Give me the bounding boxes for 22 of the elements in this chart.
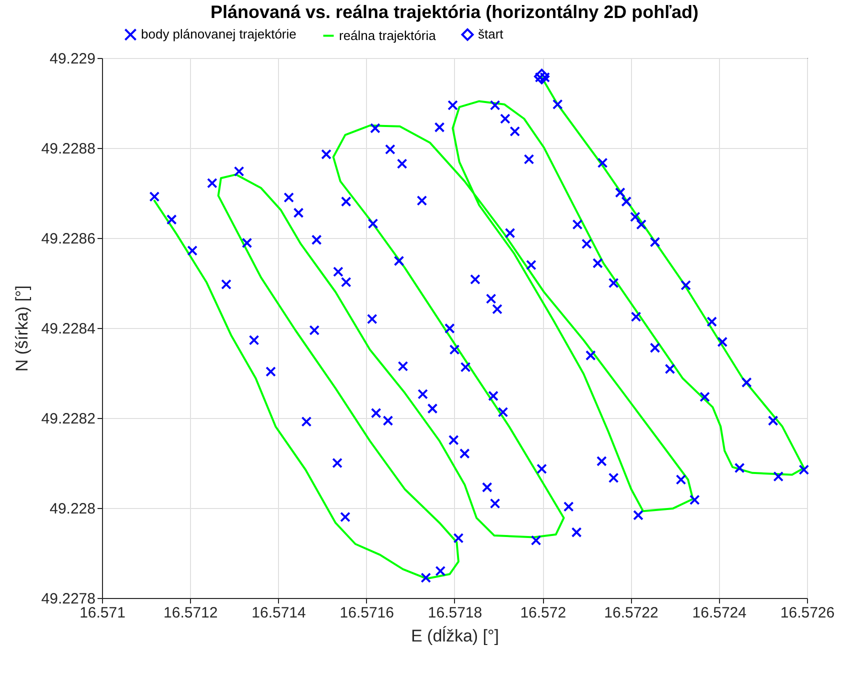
x-tick-label: 16.5726 [780,604,835,622]
x-axis-title: E (dĺžka) [°] [410,626,500,646]
y-tick-label: 49.2288 [41,140,96,158]
chart-title: Plánovaná vs. reálna trajektória (horizontálny 2D pohľad) [210,2,699,22]
y-tick-label: 49.229 [50,50,96,68]
y-tick-label: 49.228 [50,500,96,518]
y-axis-title: N (šírka) [°] [12,285,32,372]
y-tick-label: 49.2282 [41,410,96,428]
x-tick-label: 16.5714 [252,604,306,622]
x-tick-label: 16.5718 [428,604,482,622]
x-tick-label: 16.572 [520,604,566,622]
y-tick-label: 49.2286 [41,230,96,248]
legend-label: body plánovanej trajektórie [141,26,296,42]
x-tick-label: 16.5724 [692,604,746,622]
y-tick-label: 49.2284 [41,320,96,338]
x-tick-label: 16.5716 [340,604,394,622]
x-tick-label: 16.5712 [164,604,218,622]
legend-label: reálna trajektória [339,28,437,43]
x-tick-label: 16.5722 [604,604,658,622]
legend-label: štart [478,26,504,42]
x-tick-label: 16.571 [80,604,126,622]
y-tick-label: 49.2278 [41,590,96,608]
